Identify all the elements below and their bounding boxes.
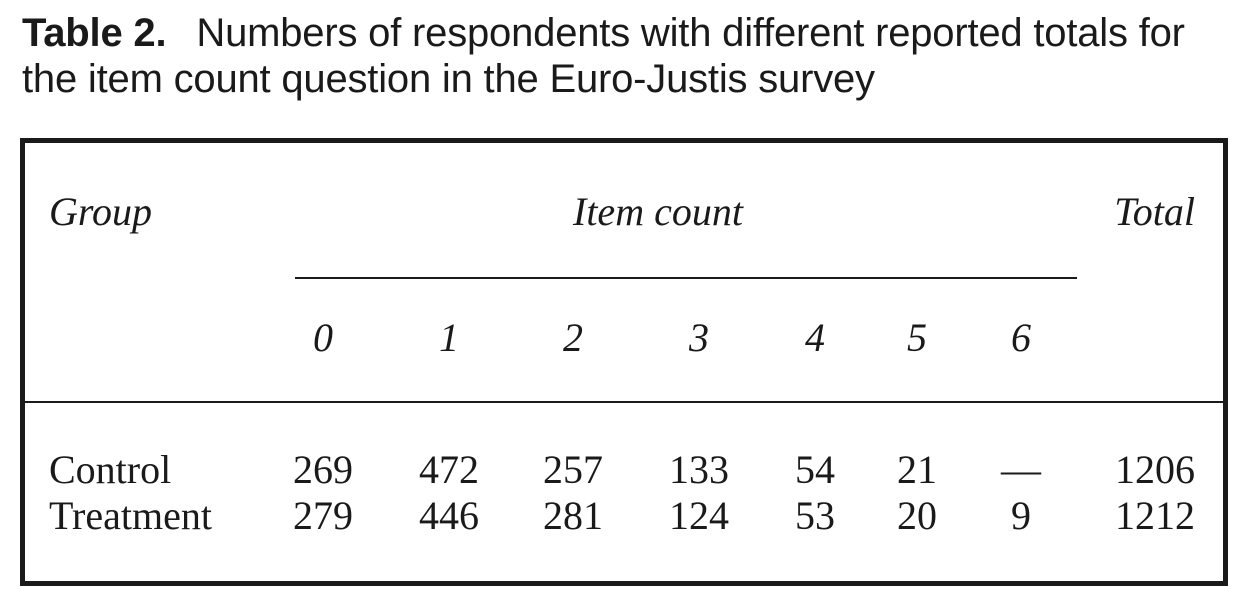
row-treatment-count-4: 53 xyxy=(795,493,835,538)
row-treatment-count-5: 20 xyxy=(897,493,937,538)
row-control-count-1: 472 xyxy=(419,447,479,492)
header-count-5: 5 xyxy=(907,315,927,360)
row-treatment-count-1: 446 xyxy=(419,493,479,538)
header-count-2: 2 xyxy=(563,315,583,360)
header-count-4: 4 xyxy=(805,315,825,360)
row-treatment-total: 1212 xyxy=(1115,493,1195,538)
table-caption-text: Numbers of respondents with different re… xyxy=(22,11,1185,101)
header-count-3: 3 xyxy=(689,315,709,360)
table-caption: Table 2. Numbers of respondents with diff… xyxy=(22,10,1232,102)
row-control-count-2: 257 xyxy=(543,447,603,492)
header-total: Total xyxy=(1114,189,1195,234)
header-rule xyxy=(25,401,1223,403)
row-control-count-4: 54 xyxy=(795,447,835,492)
row-control-group: Control xyxy=(49,447,172,492)
row-treatment-count-2: 281 xyxy=(543,493,603,538)
header-group: Group xyxy=(49,189,152,234)
table-caption-label: Table 2. xyxy=(22,11,167,55)
row-control-total: 1206 xyxy=(1115,447,1195,492)
row-control-count-6: — xyxy=(1001,447,1041,492)
header-count-0: 0 xyxy=(313,315,333,360)
header-count-1: 1 xyxy=(439,315,459,360)
row-treatment-count-6: 9 xyxy=(1011,493,1031,538)
row-treatment-count-0: 279 xyxy=(293,493,353,538)
row-treatment-count-3: 124 xyxy=(669,493,729,538)
row-control-count-5: 21 xyxy=(897,447,937,492)
spanner-rule xyxy=(295,277,1077,279)
row-control-count-0: 269 xyxy=(293,447,353,492)
header-count-6: 6 xyxy=(1011,315,1031,360)
row-control-count-3: 133 xyxy=(669,447,729,492)
header-item-count: Item count xyxy=(573,189,743,234)
row-treatment-group: Treatment xyxy=(49,493,212,538)
data-table: Group Item count Total 0 1 2 3 4 5 6 Con… xyxy=(20,138,1228,586)
